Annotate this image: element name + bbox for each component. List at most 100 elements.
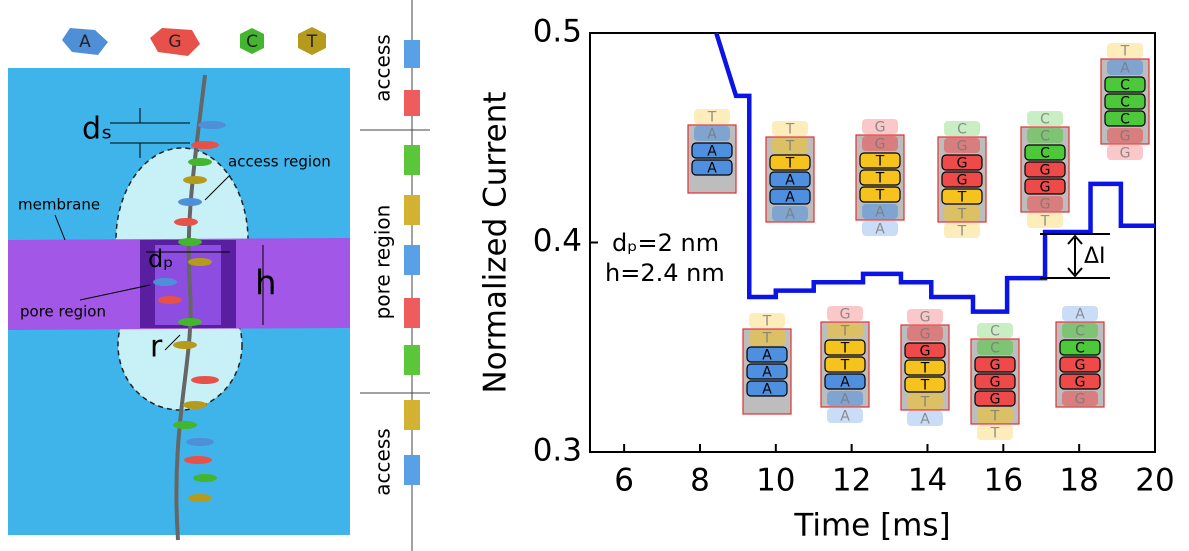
x-tick-label: 14 [908,463,947,499]
base-letter: G [957,139,968,155]
base-box [941,188,983,205]
diagram-label: h [255,264,277,304]
x-tick-label: 12 [832,463,871,499]
base-box [977,425,1013,440]
base-box [862,136,898,151]
base-letter: G [875,120,886,136]
base-box [974,390,1016,407]
base-letter: A [875,222,885,238]
pointer [164,334,181,351]
base-letter: A [762,348,772,364]
base-letter: T [957,224,967,240]
base-letter: G [1075,392,1086,408]
column-base [404,298,420,328]
base-box [1107,145,1143,160]
base-box [769,154,811,171]
base-box [859,152,901,169]
base-letter: G [990,375,1001,391]
pointer [204,174,231,201]
base-box [827,408,863,423]
base-letter: T [762,314,772,330]
base-box [1027,196,1063,211]
base-letter: C [990,341,1000,357]
base-box [749,313,785,328]
base-box [944,206,980,221]
base-box [691,142,733,159]
base-box [694,109,730,124]
base-box [1104,93,1146,110]
base-letter: G [920,344,931,360]
x-axis-title: Time [ms] [793,508,950,544]
base-box [907,411,943,426]
base-letter: G [1040,180,1051,196]
base-box [694,126,730,141]
base-box [974,373,1016,390]
x-tick-label: 16 [984,463,1023,499]
base-letter: T [957,190,967,206]
base-letter: T [762,331,772,347]
base-box [1059,373,1101,390]
base-box [824,339,866,356]
base-box [772,121,808,136]
base-letter: A [762,365,772,381]
base-box [1107,43,1143,58]
base-letter: A [785,207,795,223]
base-letter: G [920,310,931,326]
base-letter: T [707,110,717,126]
legend-label: A [79,32,91,52]
base-box [944,121,980,136]
base-box [977,340,1013,355]
base-letter: G [1075,358,1086,374]
legend-shape [298,27,326,55]
base-letter: C [1120,95,1130,111]
base-box [859,186,901,203]
base-box [944,138,980,153]
base-letter: G [957,156,968,172]
legend-shape [62,28,108,55]
base-letter: T [785,122,795,138]
base-box [1107,60,1143,75]
diagram-label: dₚ [148,245,174,273]
column-base [404,145,420,175]
column-base [404,90,420,116]
pointer [79,284,151,301]
delta-arrowhead [1067,234,1083,278]
base-letter: A [785,190,795,206]
base-letter: T [785,139,795,155]
diagram-label: dₛ [82,112,112,147]
base-letter: T [840,324,850,340]
y-tick-label: 0.4 [533,223,582,259]
base-letter: G [875,137,886,153]
base-box [904,359,946,376]
base-letter: C [1120,78,1130,94]
y-tick-label: 0.3 [533,433,582,469]
base-letter: T [920,378,930,394]
base-box [746,380,788,397]
base-box [904,376,946,393]
base-letter: T [957,207,967,223]
base-letter: T [990,426,1000,442]
y-tick-label: 0.5 [533,14,582,50]
base-letter: G [1120,146,1131,162]
base-letter: T [1040,214,1050,230]
base-box [974,356,1016,373]
current-trace [714,33,1155,314]
base-box [862,221,898,236]
base-box [1027,213,1063,228]
base-box [941,154,983,171]
base-box [824,356,866,373]
base-letter: T [1120,44,1130,60]
legend-shape [240,28,264,54]
base-letter: A [920,412,930,428]
base-letter: T [875,154,885,170]
base-box [1104,110,1146,127]
base-box [862,119,898,134]
base-box [1027,128,1063,143]
base-box [824,373,866,390]
base-letter: A [707,127,717,143]
